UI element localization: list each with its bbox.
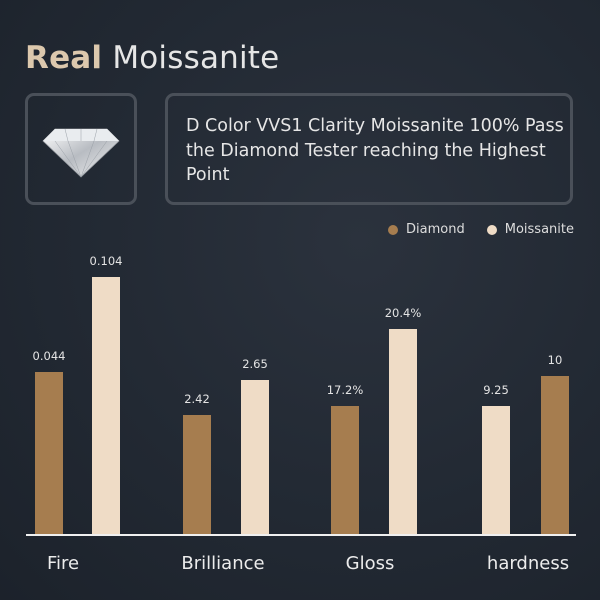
category-label: hardness xyxy=(487,553,569,574)
data-label: 2.42 xyxy=(184,392,210,406)
title-bold: Real xyxy=(25,40,103,76)
category-label: Gloss xyxy=(346,553,395,574)
bar-brilliance-diamond xyxy=(183,415,211,534)
description-box: D Color VVS1 Clarity Moissanite 100% Pas… xyxy=(165,93,573,205)
bar-hardness-diamond xyxy=(541,376,569,534)
legend-swatch-diamond xyxy=(388,224,399,235)
bar-brilliance-moissanite xyxy=(241,380,269,534)
chart-legend: Diamond Moissanite xyxy=(388,222,574,237)
legend-label: Diamond xyxy=(406,222,465,237)
bar-hardness-moissanite xyxy=(482,406,510,534)
title-rest: Moissanite xyxy=(112,40,280,76)
category-label: Fire xyxy=(47,553,79,574)
legend-label: Moissanite xyxy=(504,222,574,237)
legend-swatch-moissanite xyxy=(486,224,497,235)
bar-gloss-diamond xyxy=(331,406,359,534)
description-text: D Color VVS1 Clarity Moissanite 100% Pas… xyxy=(186,116,564,185)
data-label: 0.044 xyxy=(33,349,66,363)
data-label: 20.4% xyxy=(385,306,422,320)
data-label: 9.25 xyxy=(483,383,509,397)
bar-fire-moissanite xyxy=(92,277,120,534)
bar-fire-diamond xyxy=(35,372,63,534)
page-title: Real Moissanite xyxy=(25,40,279,76)
gem-image-box xyxy=(25,93,137,205)
data-label: 10 xyxy=(548,353,563,367)
legend-diamond: Diamond xyxy=(388,222,465,237)
category-label: Brilliance xyxy=(181,553,264,574)
data-label: 2.65 xyxy=(242,357,268,371)
data-label: 0.104 xyxy=(90,254,123,268)
bar-gloss-moissanite xyxy=(389,329,417,534)
diamond-gem-icon xyxy=(42,128,120,178)
legend-moissanite: Moissanite xyxy=(486,222,574,237)
data-label: 17.2% xyxy=(327,383,364,397)
